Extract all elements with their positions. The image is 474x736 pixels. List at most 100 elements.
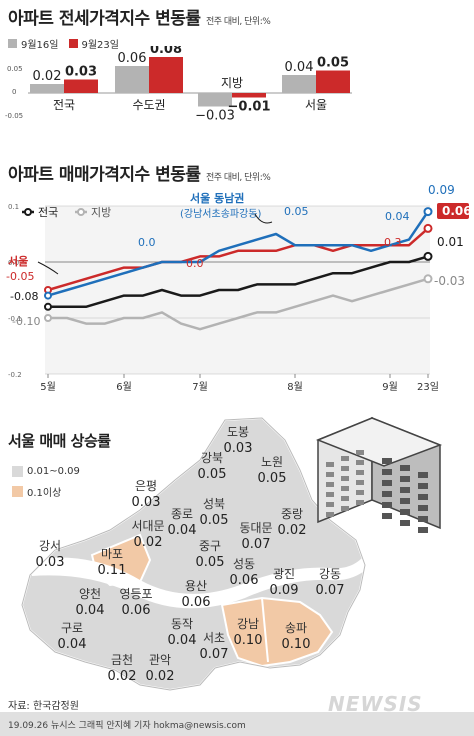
building-window bbox=[341, 506, 349, 511]
building-window bbox=[382, 458, 392, 464]
district-value: 0.07 bbox=[200, 647, 229, 662]
chart2-end-marker bbox=[423, 207, 433, 217]
map-legend-high: 0.1이상 bbox=[12, 484, 61, 499]
district-value: 0.02 bbox=[134, 535, 163, 550]
credit-line: 19.09.26 뉴시스 그래픽 안지혜 기자 hokma@newsis.com bbox=[8, 721, 246, 731]
district-name: 강북 bbox=[201, 451, 223, 465]
district-value: 0.02 bbox=[108, 669, 137, 684]
chart1-value-label: 0.06 bbox=[118, 51, 147, 66]
district-name: 영등포 bbox=[119, 587, 152, 601]
building-window bbox=[382, 513, 392, 519]
district-value: 0.06 bbox=[230, 573, 259, 588]
building-window bbox=[382, 502, 392, 508]
district-value: 0.09 bbox=[270, 583, 299, 598]
district-name: 양천 bbox=[79, 586, 101, 601]
chart1-bar bbox=[282, 75, 316, 93]
building-window bbox=[400, 487, 410, 493]
district-name: 관악 bbox=[149, 653, 171, 667]
chart2-xtick: 8월 bbox=[287, 381, 303, 392]
southeast-sublabel: (강남서초송파강동) bbox=[180, 208, 262, 220]
chart2-start-marker bbox=[44, 302, 52, 311]
district-name: 종로 bbox=[171, 507, 193, 521]
map-legend-swatch-high bbox=[12, 486, 23, 497]
chart2-series-line bbox=[47, 210, 430, 297]
chart1-value-label: −0.01 bbox=[228, 100, 271, 115]
map-legend-swatch-low bbox=[12, 466, 23, 477]
district-name: 서초 bbox=[203, 631, 225, 645]
building-window bbox=[326, 482, 334, 487]
chart1-bar bbox=[198, 93, 232, 107]
building-window bbox=[326, 492, 334, 497]
annot-seoul-sep: 0.3 bbox=[384, 236, 402, 249]
chart1-bar bbox=[115, 66, 149, 93]
district-name: 서대문 bbox=[131, 519, 164, 533]
district-name: 구로 bbox=[61, 621, 83, 635]
district-value: 0.03 bbox=[132, 495, 161, 510]
chart1-bar bbox=[30, 84, 64, 93]
building-window bbox=[356, 450, 364, 455]
building-window bbox=[356, 460, 364, 465]
annot-seoul-end: 0.06 bbox=[442, 204, 472, 218]
chart1-bar bbox=[232, 93, 266, 98]
legend-prev: 9월16일 bbox=[21, 40, 59, 51]
chart2-unit: 전주 대비, 단위:% bbox=[205, 173, 271, 183]
district-name: 은평 bbox=[135, 479, 157, 493]
district-name: 강동 bbox=[319, 567, 341, 581]
chart1-category-label: 서울 bbox=[305, 98, 327, 112]
footer-bar: 19.09.26 뉴시스 그래픽 안지혜 기자 hokma@newsis.com bbox=[0, 712, 474, 736]
chart2-start-marker bbox=[44, 291, 52, 300]
chart2-series-line bbox=[48, 255, 429, 309]
district-name: 중랑 bbox=[281, 507, 303, 521]
building-window bbox=[326, 462, 334, 467]
chart2-line-chart: 0.1 0.0 -0.1 -0.2 5월 6월 7월 8월 9월 23일 전국 지방 서울 동남권… bbox=[6, 183, 472, 392]
chart2-xtick: 9월 bbox=[382, 381, 398, 392]
district-value: 0.10 bbox=[282, 637, 311, 652]
chart1-bar-chart: 0.05 0 -0.05 0.02 0.03 전국 0.060.08 수도권 −0.03−… bbox=[5, 46, 352, 124]
map-legend-low: 0.01~0.09 bbox=[12, 466, 80, 477]
building-window bbox=[382, 491, 392, 497]
building-window bbox=[382, 469, 392, 475]
chart2-start-marker bbox=[44, 314, 52, 322]
district-value: 0.05 bbox=[198, 467, 227, 482]
map-legend-high-label: 0.1이상 bbox=[27, 488, 62, 499]
district-value: 0.06 bbox=[182, 595, 211, 610]
legend-marker-national bbox=[24, 208, 32, 216]
annot-southeast-aug: 0.05 bbox=[284, 205, 309, 218]
annot-seoul-start: -0.05 bbox=[6, 270, 34, 283]
district-value: 0.07 bbox=[242, 537, 271, 552]
chart2-ytick: 0.0 bbox=[8, 259, 19, 267]
chart1-value-label: 0.03 bbox=[65, 65, 97, 80]
building-window bbox=[326, 502, 334, 507]
seoul-border bbox=[21, 417, 366, 691]
building-window bbox=[326, 512, 334, 517]
chart1-title: 아파트 전세가격지수 변동률 bbox=[8, 9, 201, 29]
building-window bbox=[341, 466, 349, 471]
chart1-unit: 전주 대비, 단위:% bbox=[205, 17, 271, 27]
legend-prov: 지방 bbox=[91, 206, 111, 219]
chart2-xtick: 7월 bbox=[192, 381, 208, 392]
annot-seoul-0: 0.0 bbox=[186, 257, 204, 270]
chart1-legend: 9월16일 9월23일 bbox=[8, 36, 119, 51]
district-name: 동작 bbox=[171, 617, 193, 631]
building-window bbox=[418, 483, 428, 489]
district-name: 성동 bbox=[233, 557, 255, 571]
han-river bbox=[30, 557, 368, 609]
chart1-value-label: 0.08 bbox=[150, 46, 182, 57]
chart1-category-label: 지방 bbox=[221, 76, 243, 90]
building-window bbox=[418, 527, 428, 533]
chart1-ytick: -0.05 bbox=[5, 112, 23, 120]
southeast-pointer bbox=[254, 213, 273, 224]
legend-marker-prov bbox=[77, 208, 85, 216]
district-value: 0.05 bbox=[258, 471, 287, 486]
district-name: 도봉 bbox=[227, 425, 249, 439]
legend-swatch-curr bbox=[68, 39, 78, 48]
district-value: 0.05 bbox=[196, 555, 225, 570]
building-window bbox=[418, 472, 428, 478]
legend-curr: 9월23일 bbox=[81, 40, 120, 51]
annot-prov-start: -0.10 bbox=[12, 315, 40, 328]
building-window bbox=[400, 520, 410, 526]
building-window bbox=[400, 509, 410, 515]
building-window bbox=[341, 456, 349, 461]
seoul-pointer bbox=[37, 261, 59, 275]
legend-swatch-prev bbox=[8, 39, 17, 48]
